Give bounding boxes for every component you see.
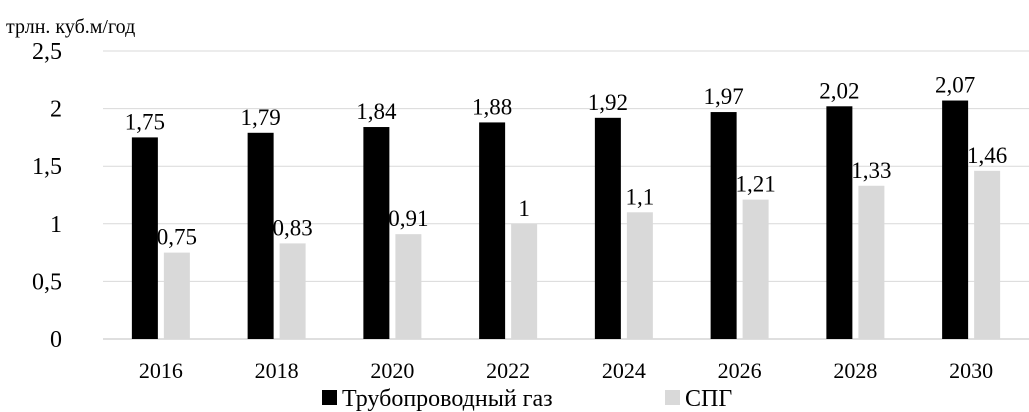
- legend: Трубопроводный газ СПГ: [322, 386, 732, 412]
- x-tick-label: 2028: [833, 358, 877, 383]
- x-tick-label: 2022: [486, 358, 530, 383]
- bar-pipeline: [942, 100, 969, 339]
- data-labels: 1,75 0,75 1,79 0,83 1,84 0,91 1,88 1 1,92 1,1 1,97…: [125, 73, 1008, 250]
- bar-lng: [279, 243, 306, 339]
- bar-pipeline: [710, 112, 737, 339]
- data-label: 1,1: [626, 184, 655, 209]
- y-tick-label: 2,5: [32, 39, 62, 65]
- data-label: 1,79: [241, 105, 281, 130]
- legend-swatch-series-1: [322, 390, 337, 405]
- bar-pipeline: [247, 132, 274, 339]
- data-label: 1,33: [851, 158, 891, 183]
- legend-swatch-series-2: [665, 390, 680, 405]
- gridlines: [103, 50, 1029, 340]
- data-label: 1,97: [704, 84, 744, 109]
- legend-label-series-2: СПГ: [685, 386, 732, 412]
- x-tick-label: 2024: [602, 358, 646, 383]
- data-label: 1,46: [967, 143, 1007, 168]
- bar-lng: [858, 185, 885, 339]
- bar-lng: [626, 212, 653, 339]
- data-label: 2,07: [935, 73, 975, 98]
- data-label: 0,75: [157, 225, 197, 250]
- data-label: 1,75: [125, 109, 165, 134]
- data-label: 0,83: [273, 215, 313, 240]
- x-tick-labels: 2016 2018 2020 2022 2024 2026 2028 2030: [139, 358, 993, 383]
- bar-lng: [742, 199, 769, 339]
- bar-lng: [511, 223, 538, 339]
- x-tick-label: 2020: [370, 358, 414, 383]
- bar-pipeline: [479, 122, 506, 339]
- x-tick-label: 2016: [139, 358, 183, 383]
- x-tick-label: 2018: [255, 358, 299, 383]
- bar-lng: [974, 170, 1001, 339]
- data-label: 1,92: [588, 90, 628, 115]
- y-tick-label: 1,5: [32, 154, 62, 180]
- data-label: 1,88: [472, 94, 512, 119]
- bar-pipeline: [826, 106, 853, 340]
- bar-pipeline: [131, 137, 158, 339]
- x-tick-label: 2026: [718, 358, 762, 383]
- data-label: 1: [518, 196, 530, 221]
- bar-pipeline: [363, 127, 390, 339]
- y-tick-label: 0: [50, 327, 62, 353]
- y-tick-labels: 0 0,5 1 1,5 2 2,5: [32, 39, 62, 353]
- data-label: 0,91: [388, 206, 428, 231]
- data-label: 1,21: [736, 172, 776, 197]
- bar-lng: [395, 234, 422, 339]
- data-label: 1,84: [356, 99, 397, 124]
- x-tick-label: 2030: [949, 358, 993, 383]
- y-tick-label: 0,5: [32, 269, 62, 295]
- bar-pipeline: [594, 117, 621, 339]
- y-tick-label: 2: [50, 97, 62, 123]
- bar-lng: [163, 252, 190, 339]
- y-tick-label: 1: [50, 212, 62, 238]
- y-unit-label: трлн. куб.м/год: [6, 16, 135, 38]
- bars: [131, 100, 1001, 340]
- data-label: 2,02: [819, 78, 859, 103]
- legend-label-series-1: Трубопроводный газ: [342, 386, 553, 412]
